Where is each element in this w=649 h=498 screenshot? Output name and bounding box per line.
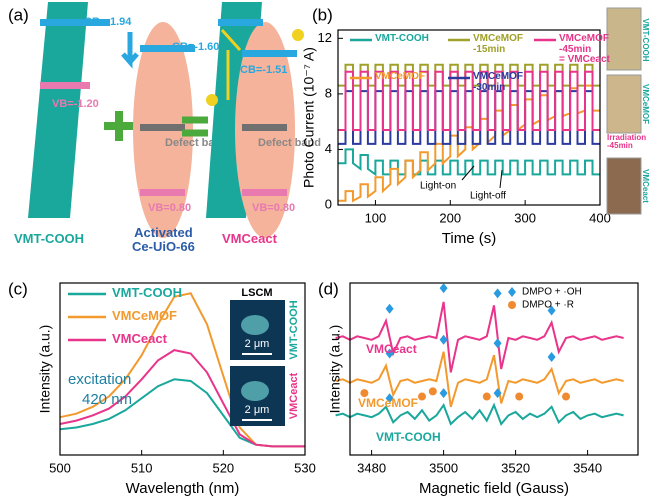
x-tick-label: 300 [514,210,536,225]
y-tick-label: 8 [325,85,332,100]
photo-label: VMCeact [641,169,649,203]
x-tick-label: 3520 [501,460,530,475]
cb-label: CB=-1.51 [240,64,287,76]
x-tick-label: 520 [212,460,234,475]
x-tick-label: 3540 [573,460,602,475]
vial-photo [607,158,641,214]
cb-bar [242,50,297,57]
marker [418,393,426,401]
figure: (a) CB=-1.94 VB=-1.20 CB=-1.60 Defect ba… [0,0,649,498]
x-tick-label: 530 [294,460,316,475]
marker [386,304,394,314]
marker [515,393,523,401]
photo-label: Irradiation -45min [607,134,646,151]
y-axis-label: Intensity (a.u.) [37,325,53,414]
trace-label: VMCeact [366,343,417,356]
vb-bar [242,189,287,196]
x-tick-label: 500 [49,460,71,475]
vb-label: VB=0.80 [252,202,295,214]
x-tick-label: 510 [131,460,153,475]
inset-label: VMT-COOH [288,300,300,359]
x-tick-label: 100 [365,210,387,225]
marker [440,283,448,293]
vial-photo [607,75,641,133]
legend-marker [508,301,516,309]
inset-feature [241,381,269,401]
panel-label: (c) [8,279,28,298]
legend-label: VMCeMOF -45min = VMCeact [559,34,610,66]
trace-label: VMCeMOF [358,397,418,410]
annotation: Light-off [470,191,506,202]
legend-marker [508,287,516,297]
inset-feature [241,315,269,335]
marker [494,288,502,298]
cb-label: CB=-1.60 [172,41,219,53]
marker [562,393,570,401]
legend-label: VMT-COOH [375,34,429,45]
vial-photo [607,8,641,70]
marker [483,393,491,401]
legend-label: VMCeMOF -15min [473,34,523,55]
electron [292,29,304,41]
x-axis-label: Wavelength (nm) [126,480,240,497]
arrow [123,32,137,62]
x-tick-label: 3500 [429,460,458,475]
inset-title: LSCM [241,287,272,299]
marker [548,352,556,362]
trace-label: VMT-COOH [376,431,441,444]
y-axis-label: Intensity (a.u.) [327,325,343,414]
x-tick-label: 200 [439,210,461,225]
vmt-slab [28,2,88,218]
legend-label: VMCeMOF -30min [473,72,523,93]
scale-bar-label: 2 μm [245,338,270,350]
defect-bar [140,124,185,131]
defect-bar [242,124,287,131]
data-line [338,149,600,174]
marker [429,387,437,395]
legend-label: VMCeact [112,332,167,346]
legend-label: DMPO + ·R [522,300,574,311]
panel-label: (a) [8,5,29,24]
x-tick-label: 3480 [357,460,386,475]
vb-label: VB=0.80 [148,202,191,214]
marker [440,388,448,398]
plus-sign [104,111,134,141]
x-axis-label: Time (s) [442,230,496,247]
y-tick-label: 12 [318,30,332,45]
x-axis-label: Magnetic field (Gauss) [419,480,569,497]
electron [206,94,218,106]
legend-label: VMT-COOH [112,286,182,300]
panel-label: (d) [318,279,339,298]
panel-label: (b) [312,5,333,24]
annotation: excitation [68,371,131,388]
annotation: Light-on [420,181,456,192]
legend-label: VMCeMOF [375,72,425,83]
y-axis-label: Photo Current (10⁻⁷ A) [301,47,317,188]
chart: (a) CB=-1.94 VB=-1.20 CB=-1.60 Defect ba… [0,0,649,498]
vb-bar [140,189,185,196]
photo-label: VMCeMOF [641,84,649,124]
compound-name: VMCeact [222,232,277,246]
scale-bar-label: 2 μm [245,404,270,416]
legend-label: DMPO + ·OH [522,287,582,298]
data-line [338,86,600,201]
data-line [338,91,600,144]
inset-label: VMCeact [288,372,300,419]
marker [494,338,502,348]
legend-label: VMCeMOF [112,309,177,323]
data-line [336,302,624,373]
compound-name: Activated Ce-UiO-66 [132,226,195,253]
y-tick-label: 0 [325,196,332,211]
cb-label: CB=-1.94 [84,16,132,28]
cb-bar [218,19,263,26]
compound-name: VMT-COOH [14,232,84,246]
vb-bar [40,82,90,89]
vb-label: VB=-1.20 [52,98,99,110]
y-tick-label: 4 [325,141,332,156]
photo-label: VMT-COOH [641,18,649,61]
annotation: 420 nm [82,391,132,408]
